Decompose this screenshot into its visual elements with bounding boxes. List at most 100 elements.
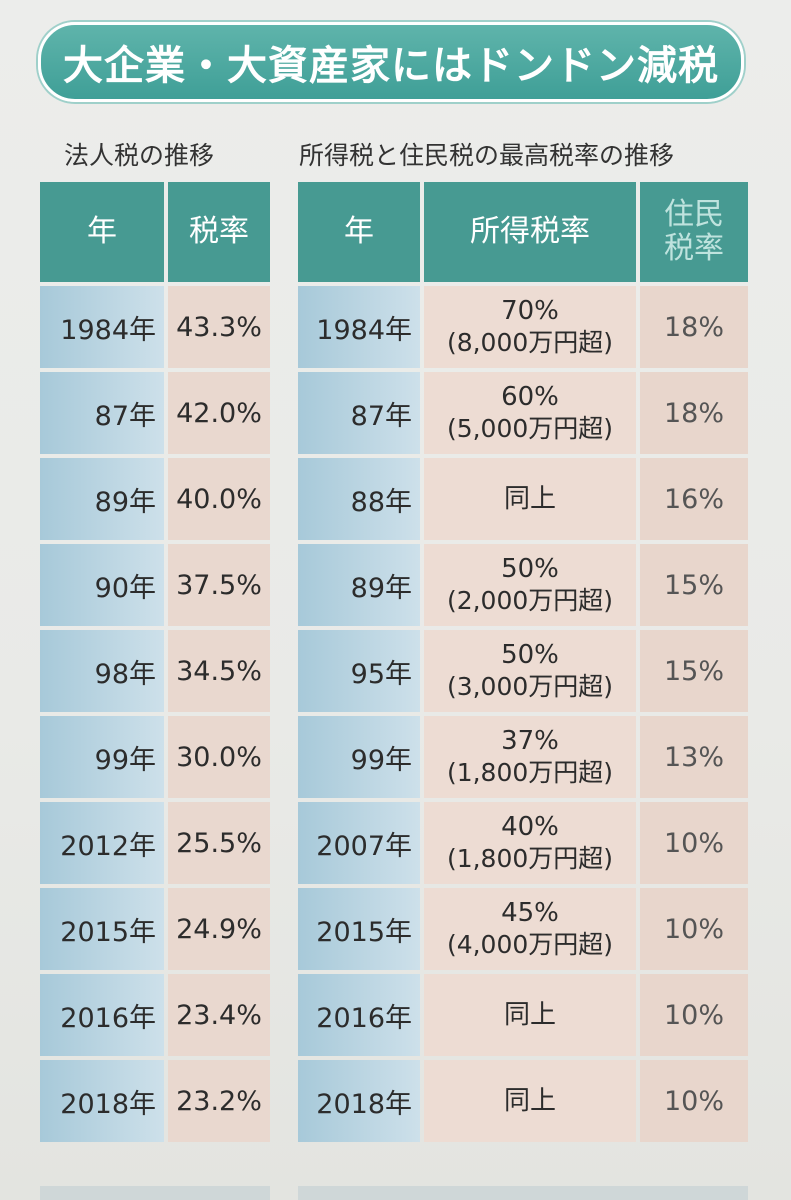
income-rate: 37%: [501, 726, 559, 756]
income-threshold: (8,000万円超): [446, 328, 614, 357]
resident-rate: 15%: [640, 544, 748, 626]
corporate-row: 2016年 23.4%: [40, 974, 270, 1056]
corporate-year: 90年: [40, 544, 164, 626]
income-year: 89年: [298, 544, 420, 626]
corporate-rate: 23.4%: [168, 974, 270, 1056]
corporate-year: 99年: [40, 716, 164, 798]
income-threshold: (4,000万円超): [446, 930, 614, 959]
corporate-row: 99年 30.0%: [40, 716, 270, 798]
cut-off-row-left: [40, 1186, 270, 1200]
income-row: 1984年 70% (8,000万円超) 18%: [298, 286, 748, 368]
corporate-year: 2012年: [40, 802, 164, 884]
income-row: 2016年 同上 10%: [298, 974, 748, 1056]
resident-rate: 16%: [640, 458, 748, 540]
income-rate-cell: 同上: [424, 1060, 636, 1142]
income-row: 95年 50% (3,000万円超) 15%: [298, 630, 748, 712]
income-rate: 45%: [501, 898, 559, 928]
income-rate: 同上: [503, 1086, 556, 1116]
corporate-rate: 23.2%: [168, 1060, 270, 1142]
income-row: 89年 50% (2,000万円超) 15%: [298, 544, 748, 626]
corporate-rate: 40.0%: [168, 458, 270, 540]
income-rate-cell: 60% (5,000万円超): [424, 372, 636, 454]
resident-rate: 10%: [640, 888, 748, 970]
corporate-row: 87年 42.0%: [40, 372, 270, 454]
corporate-row: 2015年 24.9%: [40, 888, 270, 970]
income-rate-cell: 37% (1,800万円超): [424, 716, 636, 798]
corporate-year: 89年: [40, 458, 164, 540]
income-rate-cell: 45% (4,000万円超): [424, 888, 636, 970]
corporate-row: 1984年 43.3%: [40, 286, 270, 368]
resident-rate: 18%: [640, 286, 748, 368]
income-rate-cell: 同上: [424, 458, 636, 540]
resident-rate: 15%: [640, 630, 748, 712]
income-year: 95年: [298, 630, 420, 712]
resident-header-line2: 税率: [664, 231, 724, 266]
income-rate-cell: 50% (2,000万円超): [424, 544, 636, 626]
corporate-row: 90年 37.5%: [40, 544, 270, 626]
corporate-rate: 34.5%: [168, 630, 270, 712]
corporate-year: 1984年: [40, 286, 164, 368]
income-rate: 50%: [501, 640, 559, 670]
income-header-resident-rate: 住民 税率: [640, 182, 748, 282]
income-threshold: (1,800万円超): [446, 758, 614, 787]
income-threshold: (5,000万円超): [446, 414, 614, 443]
income-row: 99年 37% (1,800万円超) 13%: [298, 716, 748, 798]
income-row: 87年 60% (5,000万円超) 18%: [298, 372, 748, 454]
corporate-header-rate: 税率: [168, 182, 270, 282]
income-row: 2018年 同上 10%: [298, 1060, 748, 1142]
corporate-header-year: 年: [40, 182, 164, 282]
resident-rate: 13%: [640, 716, 748, 798]
income-rate: 70%: [501, 296, 559, 326]
corporate-rate: 37.5%: [168, 544, 270, 626]
income-year: 87年: [298, 372, 420, 454]
resident-header-line1: 住民: [664, 197, 724, 232]
income-year: 2015年: [298, 888, 420, 970]
income-section-title: 所得税と住民税の最高税率の推移: [299, 141, 675, 170]
corporate-rate: 25.5%: [168, 802, 270, 884]
corporate-year: 98年: [40, 630, 164, 712]
income-year: 1984年: [298, 286, 420, 368]
cut-off-row-right: [298, 1186, 748, 1200]
income-row: 2015年 45% (4,000万円超) 10%: [298, 888, 748, 970]
income-rate: 50%: [501, 554, 559, 584]
income-year: 88年: [298, 458, 420, 540]
corporate-year: 2016年: [40, 974, 164, 1056]
income-rate-cell: 同上: [424, 974, 636, 1056]
income-year: 2007年: [298, 802, 420, 884]
corporate-row: 98年 34.5%: [40, 630, 270, 712]
income-year: 2016年: [298, 974, 420, 1056]
banner-title: 大企業・大資産家にはドンドン減税: [63, 43, 719, 89]
income-threshold: (3,000万円超): [446, 672, 614, 701]
resident-rate: 18%: [640, 372, 748, 454]
income-rate: 60%: [501, 382, 559, 412]
corporate-year: 2015年: [40, 888, 164, 970]
corporate-rate: 43.3%: [168, 286, 270, 368]
income-threshold: (1,800万円超): [446, 844, 614, 873]
corporate-rate: 30.0%: [168, 716, 270, 798]
income-threshold: (2,000万円超): [446, 586, 614, 615]
corporate-section-title: 法人税の推移: [64, 141, 215, 170]
corporate-rate: 42.0%: [168, 372, 270, 454]
income-header-income-rate: 所得税率: [424, 182, 636, 282]
income-rate: 40%: [501, 812, 559, 842]
resident-rate: 10%: [640, 1060, 748, 1142]
corporate-year: 2018年: [40, 1060, 164, 1142]
corporate-row: 89年 40.0%: [40, 458, 270, 540]
income-rate-cell: 40% (1,800万円超): [424, 802, 636, 884]
income-row: 2007年 40% (1,800万円超) 10%: [298, 802, 748, 884]
corporate-rate: 24.9%: [168, 888, 270, 970]
income-year: 2018年: [298, 1060, 420, 1142]
title-banner: 大企業・大資産家にはドンドン減税: [38, 22, 744, 102]
income-rate-cell: 50% (3,000万円超): [424, 630, 636, 712]
income-header-year: 年: [298, 182, 420, 282]
income-rate: 同上: [503, 484, 556, 514]
resident-rate: 10%: [640, 802, 748, 884]
resident-rate: 10%: [640, 974, 748, 1056]
income-rate: 同上: [503, 1000, 556, 1030]
corporate-row: 2012年 25.5%: [40, 802, 270, 884]
corporate-year: 87年: [40, 372, 164, 454]
income-rate-cell: 70% (8,000万円超): [424, 286, 636, 368]
income-row: 88年 同上 16%: [298, 458, 748, 540]
income-year: 99年: [298, 716, 420, 798]
corporate-row: 2018年 23.2%: [40, 1060, 270, 1142]
